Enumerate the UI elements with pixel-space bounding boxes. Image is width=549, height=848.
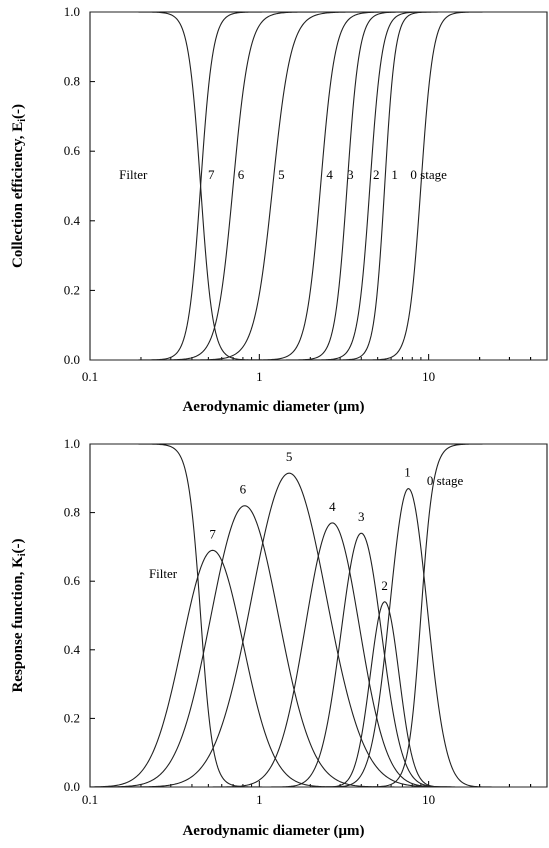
series-line-7 bbox=[90, 11, 547, 361]
series-label: 2 bbox=[373, 167, 380, 182]
series-label: 7 bbox=[209, 526, 216, 541]
series-line-filter bbox=[90, 443, 547, 788]
series-line-filter bbox=[90, 11, 547, 361]
series-line-3 bbox=[90, 11, 547, 361]
series-line-5 bbox=[90, 11, 547, 361]
y-tick-label: 1.0 bbox=[64, 436, 80, 451]
series-label: Filter bbox=[119, 167, 148, 182]
x-tick-label: 0.1 bbox=[82, 369, 98, 384]
y-tick-label: 0.4 bbox=[64, 642, 81, 657]
x-tick-label: 10 bbox=[422, 792, 435, 807]
series-line-1 bbox=[90, 488, 547, 788]
series-line-0-stage bbox=[90, 443, 547, 788]
series-label: 0 stage bbox=[410, 167, 447, 182]
series-line-6 bbox=[90, 505, 547, 788]
y-tick-label: 0.8 bbox=[64, 74, 80, 89]
series-label: 1 bbox=[391, 167, 398, 182]
series-label: 3 bbox=[347, 167, 354, 182]
x-tick-label: 0.1 bbox=[82, 792, 98, 807]
x-tick-label: 1 bbox=[256, 369, 263, 384]
y-tick-label: 0.8 bbox=[64, 505, 80, 520]
curves bbox=[90, 11, 547, 361]
series-line-0-stage bbox=[90, 11, 547, 361]
y-tick-label: 0.4 bbox=[64, 213, 81, 228]
series-label: 6 bbox=[238, 167, 245, 182]
x-tick-label: 10 bbox=[422, 369, 435, 384]
y-tick-label: 0.2 bbox=[64, 710, 80, 725]
y-axis-title-suffix: (-) bbox=[10, 538, 26, 553]
series-label: 0 stage bbox=[427, 473, 464, 488]
curves bbox=[90, 443, 547, 788]
series-label: 2 bbox=[381, 578, 388, 593]
y-tick-label: 0.0 bbox=[64, 779, 80, 794]
chart-panel-collection-efficiency: 0.0 0.2 0.4 0.6 0.8 1.0 0.1 1 10 Aerodynamic diam… bbox=[10, 4, 548, 415]
series-label: 5 bbox=[278, 167, 285, 182]
chart-panel-response-function: 0.0 0.2 0.4 0.6 0.8 1.0 0.1 1 10 Aerodynamic diam… bbox=[10, 436, 548, 839]
plot-frame bbox=[89, 11, 548, 361]
y-axis-title-suffix: (-) bbox=[10, 104, 26, 119]
series-line-7 bbox=[90, 549, 547, 788]
series-label: 6 bbox=[240, 482, 247, 497]
y-axis-title-main: Response function, K bbox=[10, 556, 26, 693]
series-label: 3 bbox=[358, 509, 365, 524]
y-tick-label: 0.6 bbox=[64, 573, 81, 588]
y-axis-title-subscript: i bbox=[17, 553, 28, 556]
y-tick-label: 1.0 bbox=[64, 4, 80, 19]
series-label: 7 bbox=[208, 167, 215, 182]
series-line-4 bbox=[90, 11, 547, 361]
plot-frame bbox=[89, 443, 548, 788]
series-label: Filter bbox=[149, 566, 178, 581]
y-axis-title-subscript: i bbox=[17, 119, 28, 122]
y-tick-label: 0.0 bbox=[64, 352, 80, 367]
x-axis-title: Aerodynamic diameter (μm) bbox=[182, 399, 364, 415]
y-axis-title: Response function, Ki(-) bbox=[10, 538, 28, 692]
y-axis-title: Collection efficiency, Ei(-) bbox=[10, 104, 28, 268]
series-label: 1 bbox=[404, 465, 411, 480]
series-line-6 bbox=[90, 11, 547, 361]
y-tick-label: 0.6 bbox=[64, 143, 81, 158]
x-axis-title: Aerodynamic diameter (μm) bbox=[182, 823, 364, 839]
series-label: 5 bbox=[286, 449, 293, 464]
y-tick-label: 0.2 bbox=[64, 282, 80, 297]
series-label: 4 bbox=[329, 499, 336, 514]
series-line-2 bbox=[90, 11, 547, 361]
y-axis-title-main: Collection efficiency, E bbox=[10, 122, 26, 268]
series-line-4 bbox=[90, 522, 547, 788]
x-tick-label: 1 bbox=[256, 792, 263, 807]
series-line-5 bbox=[90, 472, 547, 788]
series-line-1 bbox=[90, 11, 547, 361]
series-label: 4 bbox=[326, 167, 333, 182]
